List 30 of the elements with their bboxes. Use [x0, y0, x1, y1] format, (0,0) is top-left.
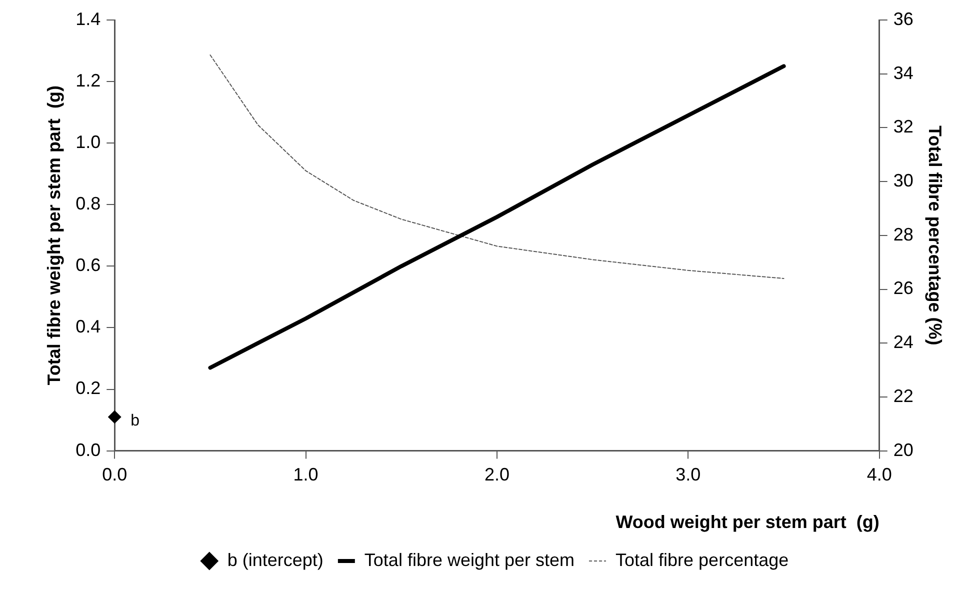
annotation: b: [130, 412, 140, 430]
legend-label: Total fibre percentage: [616, 550, 789, 570]
legend-label: b (intercept): [227, 550, 324, 570]
y2-tick-label: 30: [893, 170, 914, 191]
y2-tick-label: 26: [893, 278, 914, 298]
y2-tick-label: 34: [893, 62, 914, 83]
y-tick-label: 1.4: [76, 8, 101, 29]
y-tick-label: 0.2: [76, 378, 101, 398]
y2-tick-label: 32: [893, 116, 914, 137]
y2-tick-label: 20: [893, 440, 914, 460]
y2-tick-label: 22: [893, 386, 914, 406]
x-tick-label: 1.0: [293, 464, 318, 485]
x-tick-label: 0.0: [102, 464, 128, 485]
y-tick-label: 1.2: [76, 70, 101, 91]
legend-label: Total fibre weight per stem: [364, 550, 575, 570]
y-axis-title: Total fibre weight per stem part (g): [44, 86, 64, 386]
x-axis-title: Wood weight per stem part (g): [616, 512, 880, 532]
line-series: [210, 54, 784, 279]
y2-tick-label: 36: [893, 8, 914, 29]
x-tick-label: 3.0: [676, 464, 701, 485]
y-tick-label: 0.0: [76, 440, 101, 460]
y-tick-label: 0.4: [76, 316, 101, 337]
y2-tick-label: 28: [893, 224, 914, 244]
y-tick-label: 1.0: [76, 132, 101, 152]
x-tick-label: 2.0: [484, 464, 510, 485]
y-tick-label: 0.6: [76, 255, 101, 276]
x-tick-label: 4.0: [866, 464, 892, 485]
y2-axis-title: Total fibre percentage (%): [925, 126, 946, 346]
y-tick-label: 0.8: [76, 194, 101, 214]
y2-tick-label: 24: [893, 332, 914, 352]
